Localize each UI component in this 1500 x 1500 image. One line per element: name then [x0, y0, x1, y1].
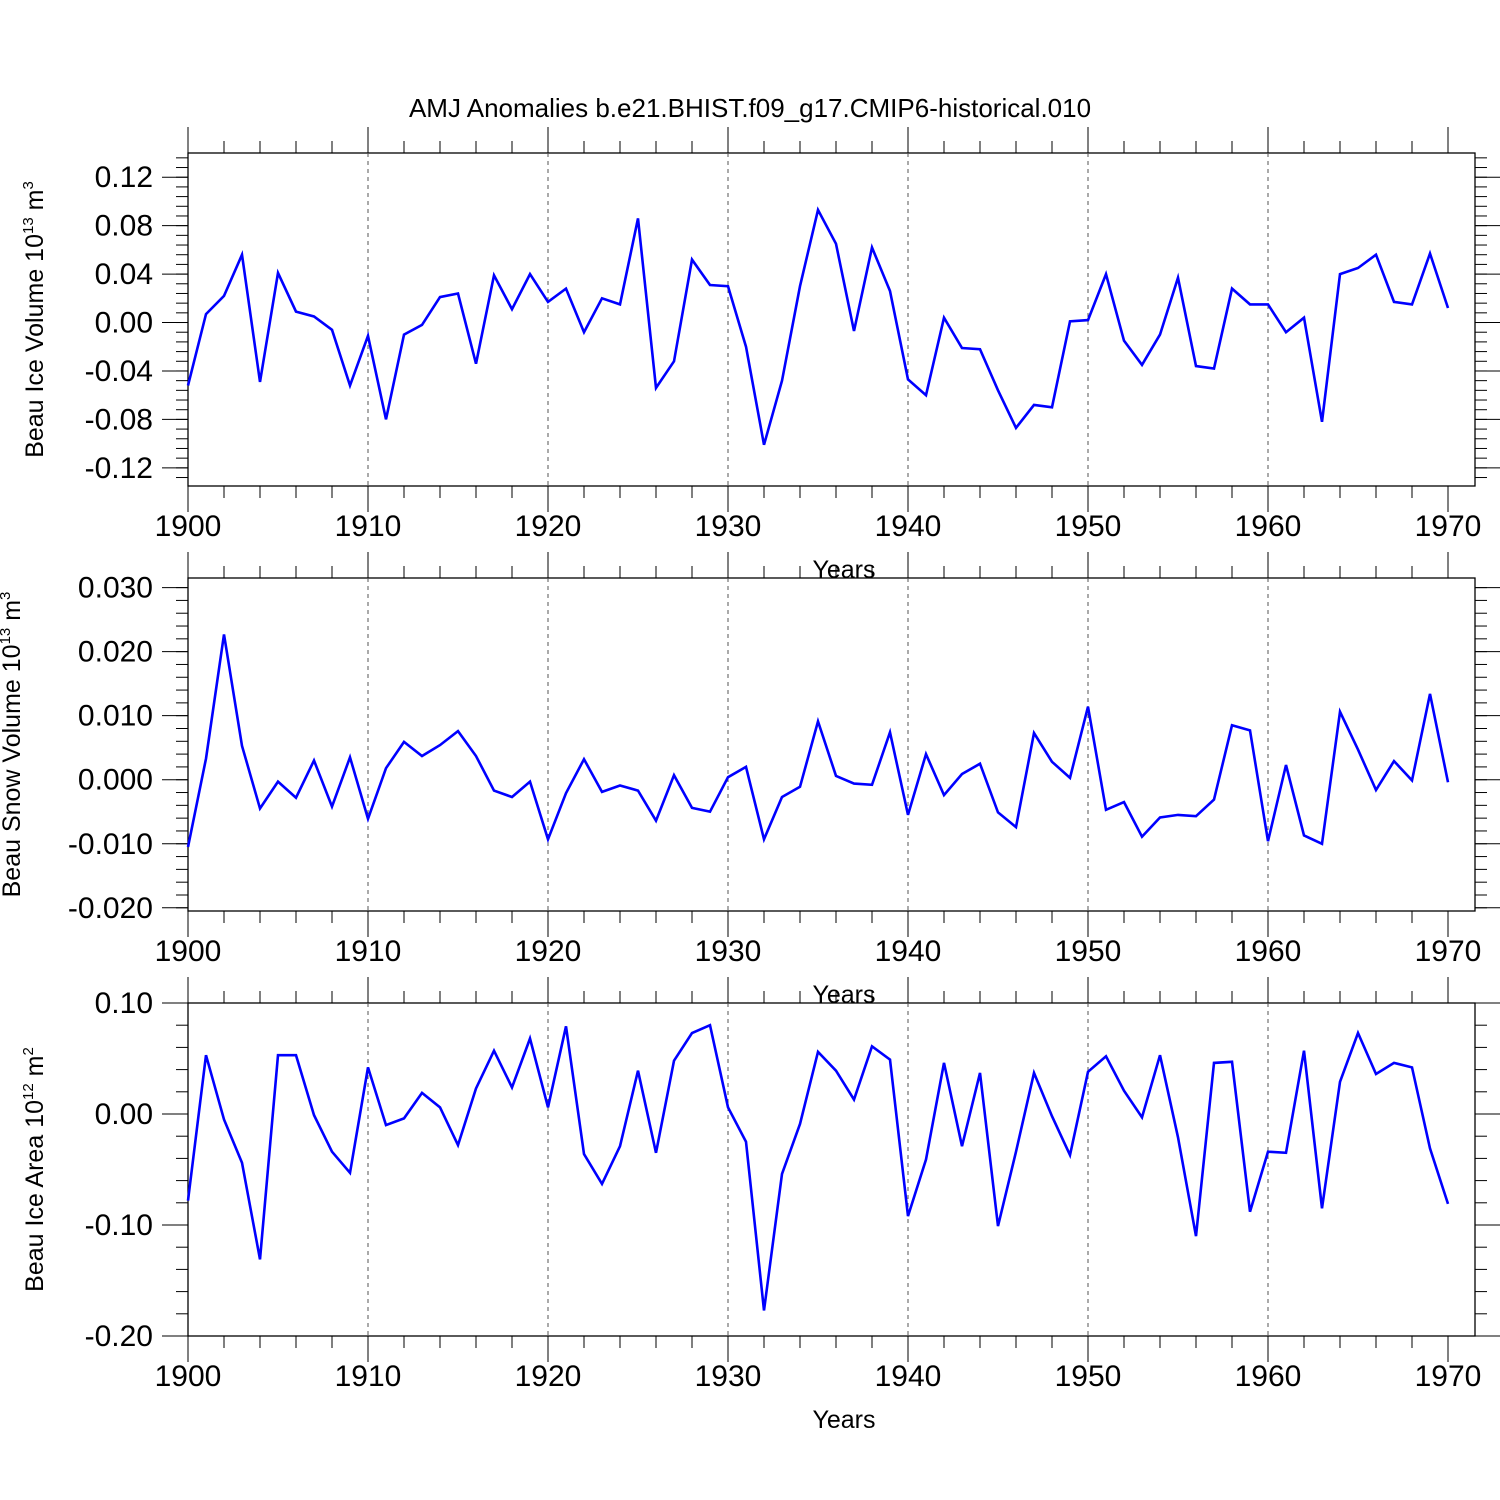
plot-frame — [187, 577, 1476, 912]
x-tick-label: 1950 — [1055, 935, 1122, 968]
plot-frame — [187, 1002, 1476, 1337]
y-axis-title: Beau Ice Area 1012 m2 — [20, 1047, 49, 1292]
x-axis-title: Years — [812, 981, 875, 1009]
x-tick-label: 1960 — [1235, 1360, 1302, 1393]
plot-frame — [187, 152, 1476, 487]
y-tick-label: 0.000 — [78, 764, 153, 797]
panel-ice-volume: -0.12 -0.08 -0.04 0.00 0.04 0.08 0.12 1900 1910 1… — [20, 127, 1500, 584]
x-tick-label: 1900 — [155, 510, 222, 543]
y-tick-label: -0.10 — [85, 1209, 153, 1242]
series-line — [186, 1023, 1450, 1311]
y-tick-label: 0.04 — [95, 258, 153, 291]
y-tick-label: -0.20 — [85, 1320, 153, 1353]
y-tick-label: 0.12 — [95, 161, 153, 194]
x-axis-title: Years — [812, 556, 875, 584]
panel-snow-volume: -0.020 -0.010 0.000 0.010 0.020 0.030 1900 1910… — [0, 552, 1500, 1009]
x-tick-label: 1910 — [335, 510, 402, 543]
x-tick-label: 1930 — [695, 935, 762, 968]
series-line — [186, 206, 1450, 446]
y-tick-label: -0.08 — [85, 403, 153, 436]
x-tick-label: 1920 — [515, 510, 582, 543]
y-tick-label: 0.10 — [95, 987, 153, 1020]
x-tick-label: 1970 — [1415, 935, 1482, 968]
y-tick-label: 0.00 — [95, 1098, 153, 1131]
x-axis-title: Years — [812, 1406, 875, 1434]
x-tick-label: 1920 — [515, 1360, 582, 1393]
x-tick-label: 1970 — [1415, 510, 1482, 543]
x-tick-label: 1960 — [1235, 510, 1302, 543]
x-tick-label: 1950 — [1055, 510, 1122, 543]
x-tick-label: 1920 — [515, 935, 582, 968]
x-tick-label: 1930 — [695, 510, 762, 543]
series-line — [186, 634, 1450, 848]
y-tick-label: 0.08 — [95, 210, 153, 243]
y-axis-title: Beau Snow Volume 1013 m3 — [0, 592, 26, 898]
y-tick-label: -0.010 — [68, 828, 153, 861]
x-tick-label: 1910 — [335, 935, 402, 968]
y-tick-label: 0.00 — [95, 307, 153, 340]
x-tick-label: 1950 — [1055, 1360, 1122, 1393]
x-tick-label: 1970 — [1415, 1360, 1482, 1393]
x-tick-label: 1930 — [695, 1360, 762, 1393]
panel-ice-area: -0.20 -0.10 0.00 0.10 1900 1910 1920 1930 1940 19… — [20, 977, 1500, 1434]
y-tick-label: 0.010 — [78, 700, 153, 733]
y-tick-label: 0.020 — [78, 636, 153, 669]
chart-title: AMJ Anomalies b.e21.BHIST.f09_g17.CMIP6-… — [409, 93, 1091, 123]
y-tick-label: -0.12 — [85, 452, 153, 485]
y-tick-label: 0.030 — [78, 572, 153, 605]
x-tick-label: 1940 — [875, 510, 942, 543]
x-tick-label: 1900 — [155, 1360, 222, 1393]
x-tick-label: 1900 — [155, 935, 222, 968]
x-tick-label: 1910 — [335, 1360, 402, 1393]
x-tick-label: 1960 — [1235, 935, 1302, 968]
x-tick-label: 1940 — [875, 1360, 942, 1393]
y-tick-label: -0.04 — [85, 355, 153, 388]
y-axis-title: Beau Ice Volume 1013 m3 — [20, 181, 49, 458]
x-tick-label: 1940 — [875, 935, 942, 968]
y-tick-label: -0.020 — [68, 892, 153, 925]
